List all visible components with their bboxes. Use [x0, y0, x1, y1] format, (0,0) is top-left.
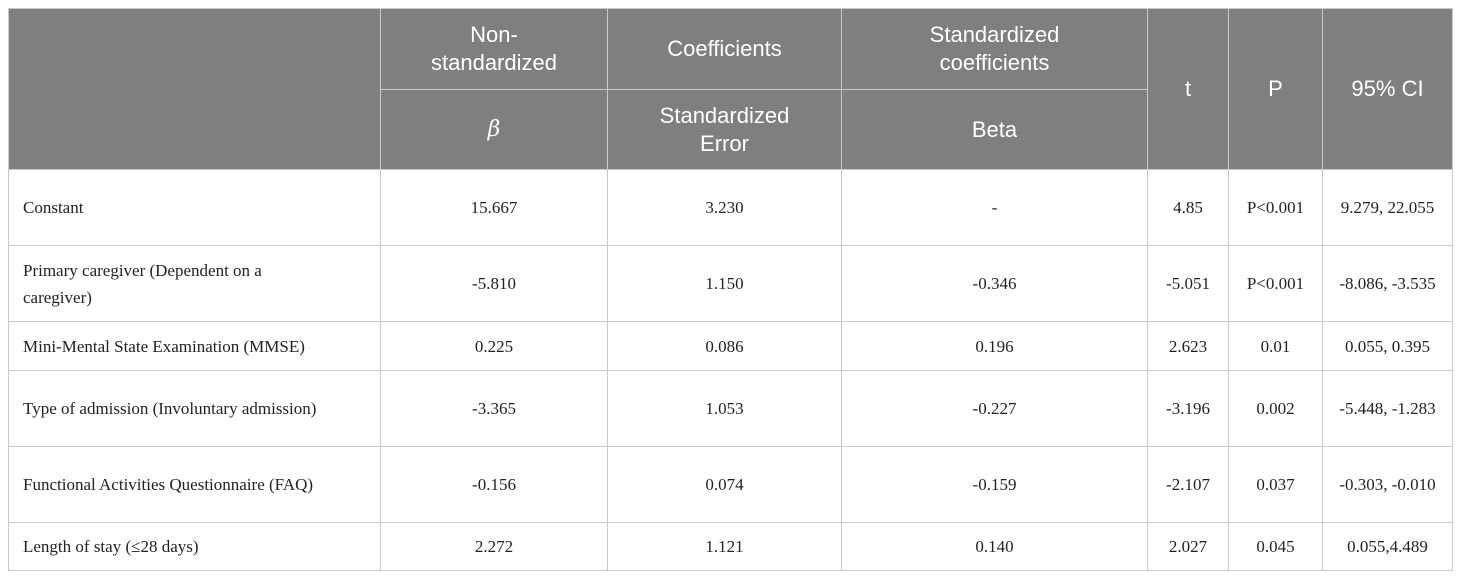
table-row: Constant 15.667 3.230-4.85 P<0.001 9.279, 22…: [8, 169, 1453, 246]
row-label: Constant: [8, 169, 381, 246]
table-cell: 2.027: [1147, 522, 1229, 571]
table-cell: -: [841, 169, 1148, 246]
table-row: Type of admission (Involuntary admission…: [8, 370, 1453, 447]
header-empty: [8, 8, 381, 170]
table-cell: -0.156: [380, 446, 608, 523]
table-cell: P<0.001: [1228, 169, 1323, 246]
table-cell: 0.002: [1228, 370, 1323, 447]
header-cell: 95% CI: [1322, 8, 1453, 170]
table-cell: -0.346: [841, 245, 1148, 322]
header-cell: Coefficients: [607, 8, 842, 90]
table-cell: 1.121: [607, 522, 842, 571]
header-cell: Standardized coefficients: [841, 8, 1148, 90]
table-body: Constant 15.667 3.230-4.85 P<0.001 9.279, 22…: [8, 169, 1453, 571]
header-cell: P: [1228, 8, 1323, 170]
table-cell: 9.279, 22.055: [1322, 169, 1453, 246]
table-cell: 0.140: [841, 522, 1148, 571]
row-label: Functional Activities Questionnaire (FAQ…: [8, 446, 381, 523]
table-cell: P<0.001: [1228, 245, 1323, 322]
table-cell: 0.037: [1228, 446, 1323, 523]
table-header: Non-standardized Coefficients Standardiz…: [8, 8, 1453, 170]
table-cell: 0.055,4.489: [1322, 522, 1453, 571]
table-cell: -5.051: [1147, 245, 1229, 322]
table-cell: 2.623: [1147, 321, 1229, 371]
regression-table: Non-standardized Coefficients Standardiz…: [8, 8, 1453, 571]
header-cell: Non-standardized: [380, 8, 608, 90]
row-label: Primary caregiver (Dependent on a caregi…: [8, 245, 381, 322]
header-cell: Beta: [841, 89, 1148, 170]
row-label: Length of stay (≤28 days): [8, 522, 381, 571]
header-cell: t: [1147, 8, 1229, 170]
table-cell: 1.053: [607, 370, 842, 447]
table-cell: 0.055, 0.395: [1322, 321, 1453, 371]
table-cell: -8.086, -3.535: [1322, 245, 1453, 322]
table-row: Length of stay (≤28 days) 2.272 1.121 0.140…: [8, 522, 1453, 571]
row-label: Type of admission (Involuntary admission…: [8, 370, 381, 447]
table-row: Mini-Mental State Examination (MMSE) 0.22…: [8, 321, 1453, 371]
row-label: Mini-Mental State Examination (MMSE): [8, 321, 381, 371]
table-cell: -3.365: [380, 370, 608, 447]
table-cell: 1.150: [607, 245, 842, 322]
table-cell: 0.01: [1228, 321, 1323, 371]
table-cell: 0.196: [841, 321, 1148, 371]
table-cell: 15.667: [380, 169, 608, 246]
table-cell: -5.448, -1.283: [1322, 370, 1453, 447]
header-cell: β: [380, 89, 608, 170]
table-cell: -0.227: [841, 370, 1148, 447]
table-cell: -0.303, -0.010: [1322, 446, 1453, 523]
table-cell: 0.074: [607, 446, 842, 523]
table-cell: 0.225: [380, 321, 608, 371]
table-row: Functional Activities Questionnaire (FAQ…: [8, 446, 1453, 523]
table-cell: 0.045: [1228, 522, 1323, 571]
table-cell: -2.107: [1147, 446, 1229, 523]
header-cell: Standardized Error: [607, 89, 842, 170]
table-cell: -5.810: [380, 245, 608, 322]
table-cell: 2.272: [380, 522, 608, 571]
table-cell: -3.196: [1147, 370, 1229, 447]
table-cell: 3.230: [607, 169, 842, 246]
table-cell: -0.159: [841, 446, 1148, 523]
table-cell: 4.85: [1147, 169, 1229, 246]
table-cell: 0.086: [607, 321, 842, 371]
table-row: Primary caregiver (Dependent on a caregi…: [8, 245, 1453, 322]
